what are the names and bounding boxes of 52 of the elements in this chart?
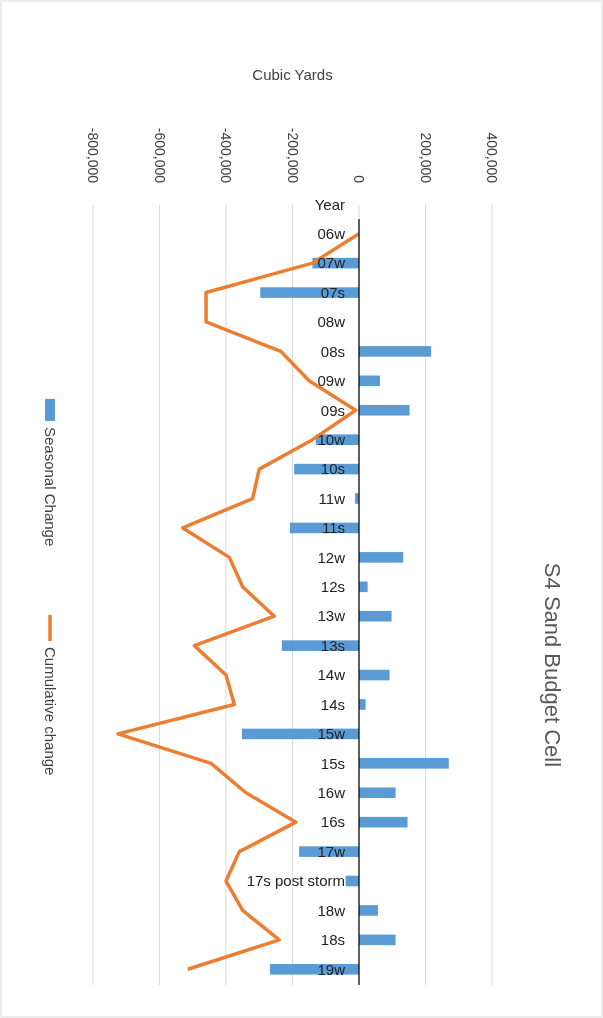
bar [359,699,366,710]
x-axis-title: Cubic Yards [252,66,333,83]
y-tick-label: 10w [317,430,346,448]
y-tick-label: 09s [320,401,345,419]
text: S4 Sand Budget Cell [540,562,565,768]
y-tick-label: 08w [317,313,346,331]
x-tick-label: -600,000 [151,127,168,184]
x-tick-label: 0 [351,175,368,184]
y-tick-label: 09w [317,372,346,390]
y-tick-label: 14w [317,666,346,684]
y-tick-label: 13w [317,607,346,625]
y-tick-label: 12s [320,578,345,596]
y-tick-label: 15s [320,754,345,772]
bar [260,287,359,298]
y-tick-label: 18s [320,931,345,949]
bar [359,758,449,769]
y-tick-label: 17s post storm [246,872,345,890]
y-tick-label: 13s [320,636,345,654]
bar [359,375,380,387]
y-tick-label: 19w [317,960,346,978]
y-tick-label: 16w [317,784,346,801]
y-tick-label: 11w [318,489,346,507]
x-tick-label: -200,000 [284,127,301,184]
bar [359,934,396,946]
x-tick-label: -400,000 [218,127,235,184]
bar [359,610,392,622]
legend-label: Seasonal Change [41,427,59,547]
bar [359,669,390,681]
bar [359,552,404,563]
y-tick-label: 17w [317,842,346,860]
bar [359,787,396,799]
bar [359,581,368,593]
y-tick-label: 16s [320,813,345,831]
y-tick-label: 07w [317,254,346,272]
x-tick-label: 200,000 [417,132,434,184]
y-tick-label: 14s [320,695,345,713]
bar [359,404,410,416]
y-tick-label: 08s [320,342,345,360]
y-tick-label: 18w [317,901,346,919]
y-tick-label: 06w [317,224,346,242]
y-tick-label: 07s [320,283,345,301]
bar [359,346,432,357]
legend-label: Cumulative change [41,647,59,776]
y-tick-label: 10s [320,460,345,478]
y-tick-label: 15w [317,725,346,743]
y-tick-label: 12w [317,548,346,566]
x-tick-label: -800,000 [85,127,102,184]
y-axis-title: Year [314,195,345,213]
x-tick-label: 400,000 [484,132,501,184]
bar [359,816,408,828]
y-tick-label: 11s [321,519,345,537]
bar [359,905,378,916]
